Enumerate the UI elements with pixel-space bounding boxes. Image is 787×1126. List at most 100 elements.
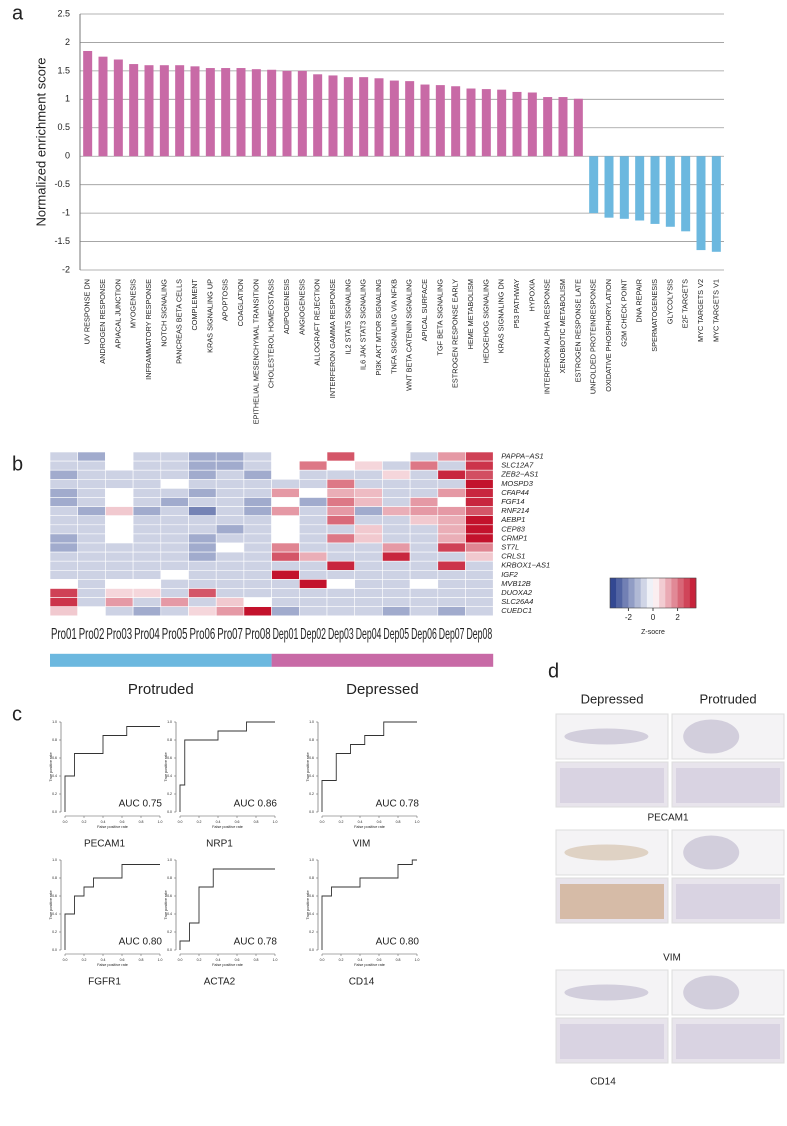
colorbar-step	[640, 578, 648, 608]
heatmap-cell	[437, 451, 466, 462]
tissue	[676, 884, 780, 919]
x-tick-label: ANDROGEN RESPONSE	[98, 279, 107, 364]
heatmap-cell	[326, 451, 356, 462]
heatmap-cell	[49, 469, 79, 480]
x-tick-label: IL6 JAK STAT3 SIGNALING	[359, 279, 368, 370]
heatmap-cell	[105, 560, 134, 571]
row-label: MVB12B	[501, 579, 531, 588]
heatmap-cell	[188, 560, 217, 571]
heatmap-cell	[160, 597, 189, 607]
bar	[696, 156, 706, 251]
y-tick-label: -1	[62, 207, 70, 217]
roc-curve	[321, 721, 417, 812]
x-tick-label: 0.4	[216, 820, 221, 824]
heatmap-cell	[382, 506, 411, 517]
marker-label: CD14	[590, 1077, 616, 1088]
heatmap-cell	[132, 478, 162, 489]
heatmap-cell	[354, 515, 383, 526]
x-tick-label: 0.0	[63, 820, 68, 824]
y-tick-label: -2	[62, 264, 70, 274]
heatmap-cell	[49, 515, 79, 526]
y-axis-label: True positive rate	[306, 752, 310, 781]
heatmap-cell	[77, 478, 106, 489]
tissue	[683, 835, 740, 870]
heatmap-cell	[409, 469, 439, 480]
heatmap-cell	[49, 579, 79, 589]
heatmap-cell	[298, 569, 328, 580]
heatmap-cell	[409, 588, 439, 598]
heatmap-cell	[354, 506, 383, 517]
heatmap-cell	[326, 506, 356, 517]
y-tick-label: 0.2	[52, 930, 57, 934]
x-tick-label: 0.8	[396, 958, 401, 962]
x-tick-label: ADIPOGENESIS	[282, 279, 291, 334]
heatmap-cell	[132, 497, 162, 507]
heatmap-cell	[437, 488, 466, 498]
heatmap-cell	[382, 478, 411, 489]
bar	[543, 97, 553, 157]
x-tick-label: TNFA SIGNALING VIA NFKB	[389, 279, 398, 374]
x-tick-label: KRAS SIGNALING DN	[497, 279, 506, 353]
heatmap-cell	[298, 506, 328, 517]
bar	[129, 64, 139, 157]
heatmap-cell	[382, 579, 411, 589]
column-label: Dep01	[273, 626, 299, 643]
heatmap-cell	[354, 551, 383, 562]
heatmap-cell	[465, 451, 494, 462]
heatmap-cell	[105, 579, 134, 589]
heatmap-cell	[437, 588, 466, 598]
x-tick-label: UV RESPONSE DN	[83, 279, 92, 344]
heatmap-cell	[271, 579, 300, 589]
row-label: CRMP1	[501, 533, 527, 542]
row-label: ZEB2−AS1	[500, 470, 538, 479]
panel-label: a	[12, 2, 24, 24]
x-tick-label: 0.6	[120, 958, 125, 962]
heatmap-cell	[437, 533, 466, 544]
heatmap-cell	[188, 488, 217, 498]
heatmap-cell	[77, 524, 106, 535]
heatmap-cell	[105, 478, 134, 489]
y-tick-label: 1	[65, 94, 70, 104]
marker-label: VIM	[663, 953, 681, 964]
row-label: ST7L	[501, 543, 519, 552]
y-tick-label: 0.8	[309, 738, 314, 742]
y-tick-label: 0.0	[167, 948, 172, 952]
colorbar-step	[683, 578, 691, 608]
heatmap-cell	[326, 579, 356, 589]
heatmap-cell	[188, 533, 217, 544]
heatmap-cell	[298, 524, 328, 535]
heatmap-cell	[354, 488, 383, 498]
colorbar-step	[653, 578, 660, 608]
auc-annotation: AUC 0.80	[376, 937, 420, 948]
heatmap-cell	[326, 524, 356, 535]
heatmap-cell	[77, 569, 106, 580]
x-tick-label: 0.4	[101, 820, 106, 824]
x-tick-label: 0.8	[254, 820, 259, 824]
heatmap-cell	[271, 488, 300, 498]
chart-title: VIM	[353, 839, 371, 850]
heatmap-cell	[132, 597, 162, 607]
roc-curve	[179, 868, 275, 950]
heatmap-cell	[326, 597, 356, 607]
y-tick-label: 0.6	[309, 756, 314, 760]
heatmap-cell	[298, 597, 328, 607]
heatmap-cell	[298, 488, 328, 498]
bar	[175, 65, 185, 157]
y-tick-label: 1.0	[52, 720, 57, 724]
colorbar-label: Z-socre	[641, 629, 665, 636]
bar	[83, 50, 93, 157]
chart-title: PECAM1	[84, 839, 126, 850]
heatmap-cell	[298, 469, 328, 480]
heatmap-cell	[298, 478, 328, 489]
y-axis-label: True positive rate	[49, 890, 53, 919]
bar	[159, 65, 169, 157]
heatmap-cell	[298, 579, 328, 589]
heatmap-cell	[243, 460, 272, 471]
heatmap-cell	[298, 533, 328, 544]
heatmap-cell	[382, 533, 411, 544]
y-tick-label: 0.6	[309, 894, 314, 898]
bar	[711, 156, 721, 252]
y-tick-label: 0.5	[57, 122, 70, 132]
y-tick-label: 0.0	[52, 948, 57, 952]
heatmap-cell	[132, 533, 162, 544]
